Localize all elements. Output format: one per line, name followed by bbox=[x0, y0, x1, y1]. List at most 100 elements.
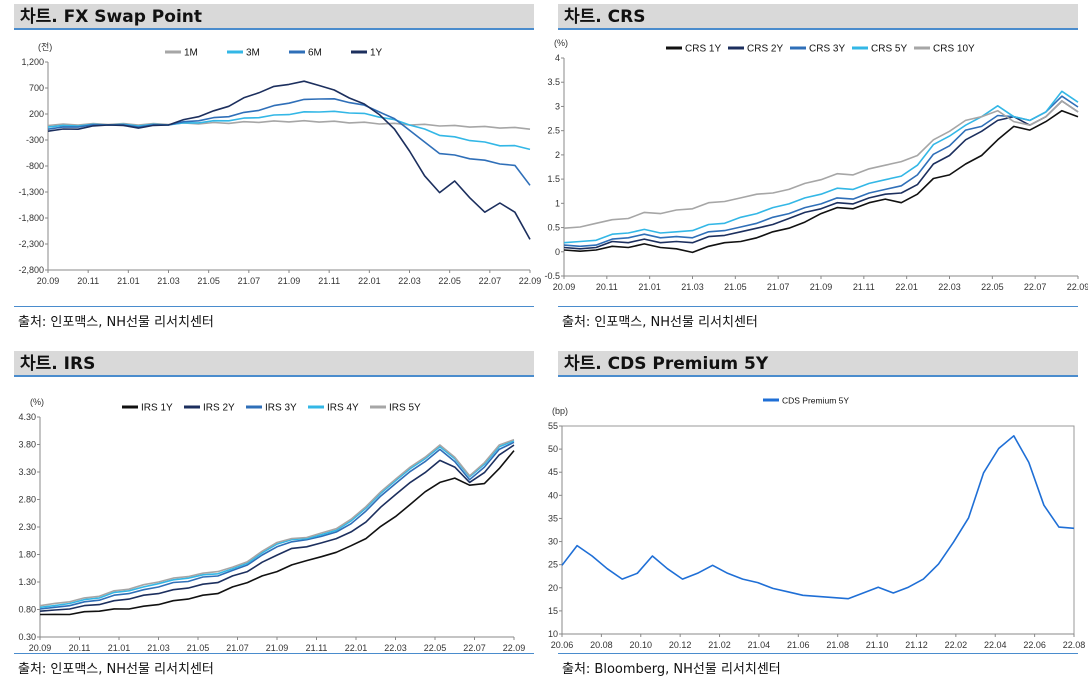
y-tick-label: -300 bbox=[26, 135, 44, 145]
x-tick-label: 22.03 bbox=[384, 643, 407, 651]
x-tick-label: 21.11 bbox=[306, 643, 328, 651]
y-tick-label: 3.30 bbox=[18, 467, 36, 477]
y-tick-label: 40 bbox=[548, 490, 558, 500]
unit-label: (전) bbox=[38, 42, 52, 52]
x-tick-label: 22.03 bbox=[938, 282, 961, 292]
series-line-irs-1y bbox=[39, 450, 515, 616]
y-tick-label: -0.5 bbox=[544, 271, 560, 281]
x-tick-label: 22.04 bbox=[984, 640, 1007, 650]
legend-label-irs-3y: IRS 3Y bbox=[265, 403, 297, 414]
series-line-crs-10y bbox=[563, 100, 1079, 229]
y-tick-label: -1,300 bbox=[18, 187, 44, 197]
y-tick-label: 1.30 bbox=[18, 577, 36, 587]
unit-label: (bp) bbox=[552, 406, 568, 416]
y-tick-label: 700 bbox=[29, 83, 44, 93]
x-tick-label: 22.09 bbox=[1067, 282, 1088, 292]
series-line-1m bbox=[47, 119, 531, 130]
y-tick-label: 3.5 bbox=[547, 77, 560, 87]
y-tick-label: 2 bbox=[555, 150, 560, 160]
divider bbox=[14, 653, 534, 654]
series-line-irs-2y bbox=[39, 444, 515, 612]
x-tick-label: 22.01 bbox=[358, 276, 381, 286]
x-tick-label: 22.07 bbox=[479, 276, 502, 286]
x-tick-label: 21.09 bbox=[278, 276, 301, 286]
y-tick-label: 0 bbox=[555, 247, 560, 257]
x-tick-label: 20.11 bbox=[596, 282, 618, 292]
series-line-1y bbox=[47, 80, 531, 240]
legend-label-3m: 3M bbox=[246, 48, 260, 59]
x-tick-label: 21.11 bbox=[853, 282, 875, 292]
series-line-crs-5y bbox=[563, 90, 1079, 244]
x-tick-label: 22.06 bbox=[1023, 640, 1046, 650]
y-tick-label: 30 bbox=[548, 537, 558, 547]
y-tick-label: 0.30 bbox=[18, 632, 36, 642]
series-line-irs-5y bbox=[39, 438, 515, 607]
x-tick-label: 21.10 bbox=[866, 640, 889, 650]
y-tick-label: -800 bbox=[26, 161, 44, 171]
y-tick-label: 25 bbox=[548, 560, 558, 570]
x-tick-label: 21.06 bbox=[787, 640, 810, 650]
crs-chart: (%) 4 3.5 3 2.5 2 1.5 1 0.5 0 -0.520.09 20.11 21.01 2… bbox=[544, 38, 1088, 292]
x-tick-label: 22.09 bbox=[519, 276, 542, 286]
y-tick-label: -2,800 bbox=[18, 265, 44, 275]
chart-header: 차트. FX Swap Point bbox=[14, 4, 534, 30]
series-line-irs-4y bbox=[39, 439, 515, 609]
x-tick-label: 21.05 bbox=[187, 643, 210, 651]
legend-label-irs-2y: IRS 2Y bbox=[203, 403, 235, 414]
legend-label-1y: 1Y bbox=[370, 48, 383, 59]
legend-label-cds-premium-5y: CDS Premium 5Y bbox=[782, 396, 849, 406]
x-tick-label: 22.01 bbox=[895, 282, 918, 292]
x-tick-label: 20.06 bbox=[551, 640, 574, 650]
y-tick-label: 2.30 bbox=[18, 522, 36, 532]
y-tick-label: 1 bbox=[555, 198, 560, 208]
x-tick-label: 20.11 bbox=[77, 276, 99, 286]
y-tick-label: 200 bbox=[29, 109, 44, 119]
x-tick-label: 20.11 bbox=[69, 643, 91, 651]
source-note: 출처: 인포맥스, NH선물 리서치센터 bbox=[562, 315, 758, 330]
x-tick-label: 21.03 bbox=[147, 643, 170, 651]
legend-label-crs-1y: CRS 1Y bbox=[685, 44, 721, 55]
y-tick-label: 55 bbox=[548, 421, 558, 431]
source-note: 출처: 인포맥스, NH선물 리서치센터 bbox=[18, 662, 214, 677]
x-tick-label: 22.02 bbox=[945, 640, 968, 650]
y-tick-label: 0.80 bbox=[18, 605, 36, 615]
fx-swap-chart: (전) 1,200 700 200 -300 -800 -1,300 -1,800 -2,300… bbox=[18, 42, 542, 286]
x-tick-label: 21.07 bbox=[767, 282, 790, 292]
series-line-crs-2y bbox=[563, 100, 1079, 250]
legend-label-crs-10y: CRS 10Y bbox=[933, 44, 975, 55]
x-tick-label: 22.07 bbox=[1024, 282, 1047, 292]
y-tick-label: 1,200 bbox=[21, 57, 44, 67]
x-tick-label: 21.01 bbox=[638, 282, 661, 292]
x-tick-label: 21.01 bbox=[108, 643, 131, 651]
y-tick-label: 3 bbox=[555, 101, 560, 111]
panel-irs: 차트. IRS (%) 4.30 3.80 3.30 2.80 2.30 1.80 1.30 0… bbox=[0, 347, 544, 694]
y-tick-label: 35 bbox=[548, 513, 558, 523]
legend-label-crs-3y: CRS 3Y bbox=[809, 44, 845, 55]
x-tick-label: 20.10 bbox=[630, 640, 653, 650]
x-tick-label: 21.12 bbox=[905, 640, 928, 650]
x-tick-label: 21.01 bbox=[117, 276, 140, 286]
y-tick-label: 1.80 bbox=[18, 550, 36, 560]
divider bbox=[558, 306, 1078, 307]
x-tick-label: 21.09 bbox=[810, 282, 833, 292]
x-tick-label: 21.05 bbox=[197, 276, 220, 286]
series-line-3m bbox=[47, 110, 531, 151]
series-line-6m bbox=[47, 98, 531, 186]
chart-header: 차트. CDS Premium 5Y bbox=[558, 351, 1078, 377]
y-tick-label: 15 bbox=[548, 606, 558, 616]
legend-label-6m: 6M bbox=[308, 48, 322, 59]
x-tick-label: 20.09 bbox=[29, 643, 52, 651]
x-tick-label: 21.07 bbox=[238, 276, 261, 286]
legend-label-irs-4y: IRS 4Y bbox=[327, 403, 359, 414]
x-tick-label: 21.07 bbox=[226, 643, 249, 651]
irs-chart: (%)4.303.803.302.802.301.801.300.800.302… bbox=[18, 397, 525, 651]
y-tick-label: -2,300 bbox=[18, 239, 44, 249]
legend-label-crs-5y: CRS 5Y bbox=[871, 44, 907, 55]
source-note: 출처: 인포맥스, NH선물 리서치센터 bbox=[18, 315, 214, 330]
y-tick-label: 2.5 bbox=[547, 126, 560, 136]
x-tick-label: 22.05 bbox=[981, 282, 1004, 292]
y-tick-label: 45 bbox=[548, 467, 558, 477]
divider bbox=[14, 306, 534, 307]
x-tick-label: 21.05 bbox=[724, 282, 747, 292]
